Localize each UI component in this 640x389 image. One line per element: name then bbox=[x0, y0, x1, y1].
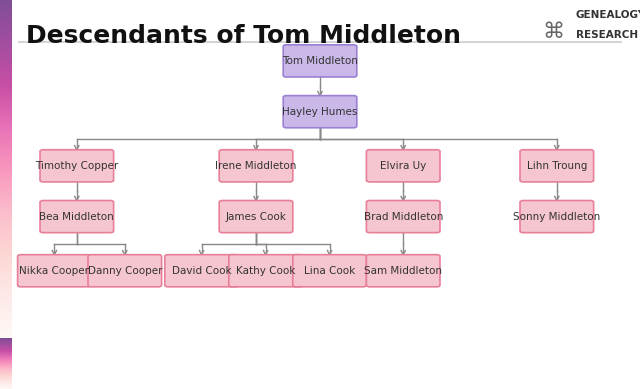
Text: ⌘: ⌘ bbox=[543, 22, 564, 42]
Text: Brad Middleton: Brad Middleton bbox=[364, 212, 443, 222]
FancyBboxPatch shape bbox=[366, 200, 440, 233]
Text: Kathy Cook: Kathy Cook bbox=[236, 266, 295, 276]
FancyBboxPatch shape bbox=[88, 255, 161, 287]
FancyBboxPatch shape bbox=[520, 200, 594, 233]
Text: GENEALOGY: GENEALOGY bbox=[576, 10, 640, 20]
Text: Sonny Middleton: Sonny Middleton bbox=[513, 212, 600, 222]
Text: To learn more about genealogy and family descendants, contact us at: To learn more about genealogy and family… bbox=[24, 359, 344, 368]
Text: Irene Middleton: Irene Middleton bbox=[215, 161, 297, 171]
FancyBboxPatch shape bbox=[283, 45, 357, 77]
FancyBboxPatch shape bbox=[366, 255, 440, 287]
FancyBboxPatch shape bbox=[283, 96, 357, 128]
FancyBboxPatch shape bbox=[520, 150, 594, 182]
Text: or call 545-234-9380.: or call 545-234-9380. bbox=[341, 359, 441, 368]
Text: Lihn Troung: Lihn Troung bbox=[527, 161, 587, 171]
Text: Sam Middleton: Sam Middleton bbox=[364, 266, 442, 276]
Text: Lina Cook: Lina Cook bbox=[304, 266, 355, 276]
FancyBboxPatch shape bbox=[40, 200, 114, 233]
Text: Elvira Uy: Elvira Uy bbox=[380, 161, 426, 171]
Text: James Cook: James Cook bbox=[225, 212, 287, 222]
FancyBboxPatch shape bbox=[366, 150, 440, 182]
FancyBboxPatch shape bbox=[40, 150, 114, 182]
FancyBboxPatch shape bbox=[293, 255, 366, 287]
FancyBboxPatch shape bbox=[219, 150, 293, 182]
Text: Hayley Humes: Hayley Humes bbox=[282, 107, 358, 117]
Text: Descendants of Tom Middleton: Descendants of Tom Middleton bbox=[26, 24, 461, 48]
Text: Bea Middleton: Bea Middleton bbox=[40, 212, 114, 222]
FancyBboxPatch shape bbox=[219, 200, 293, 233]
Text: Tom Middleton: Tom Middleton bbox=[282, 56, 358, 66]
FancyBboxPatch shape bbox=[229, 255, 302, 287]
Text: support@genealogyresearch.com: support@genealogyresearch.com bbox=[246, 359, 417, 368]
Text: Nikka Cooper: Nikka Cooper bbox=[19, 266, 90, 276]
Text: Timothy Copper: Timothy Copper bbox=[35, 161, 118, 171]
Text: RESEARCH: RESEARCH bbox=[576, 30, 638, 40]
FancyBboxPatch shape bbox=[165, 255, 239, 287]
Text: Danny Cooper: Danny Cooper bbox=[88, 266, 162, 276]
FancyBboxPatch shape bbox=[18, 255, 91, 287]
Text: David Cook: David Cook bbox=[172, 266, 232, 276]
